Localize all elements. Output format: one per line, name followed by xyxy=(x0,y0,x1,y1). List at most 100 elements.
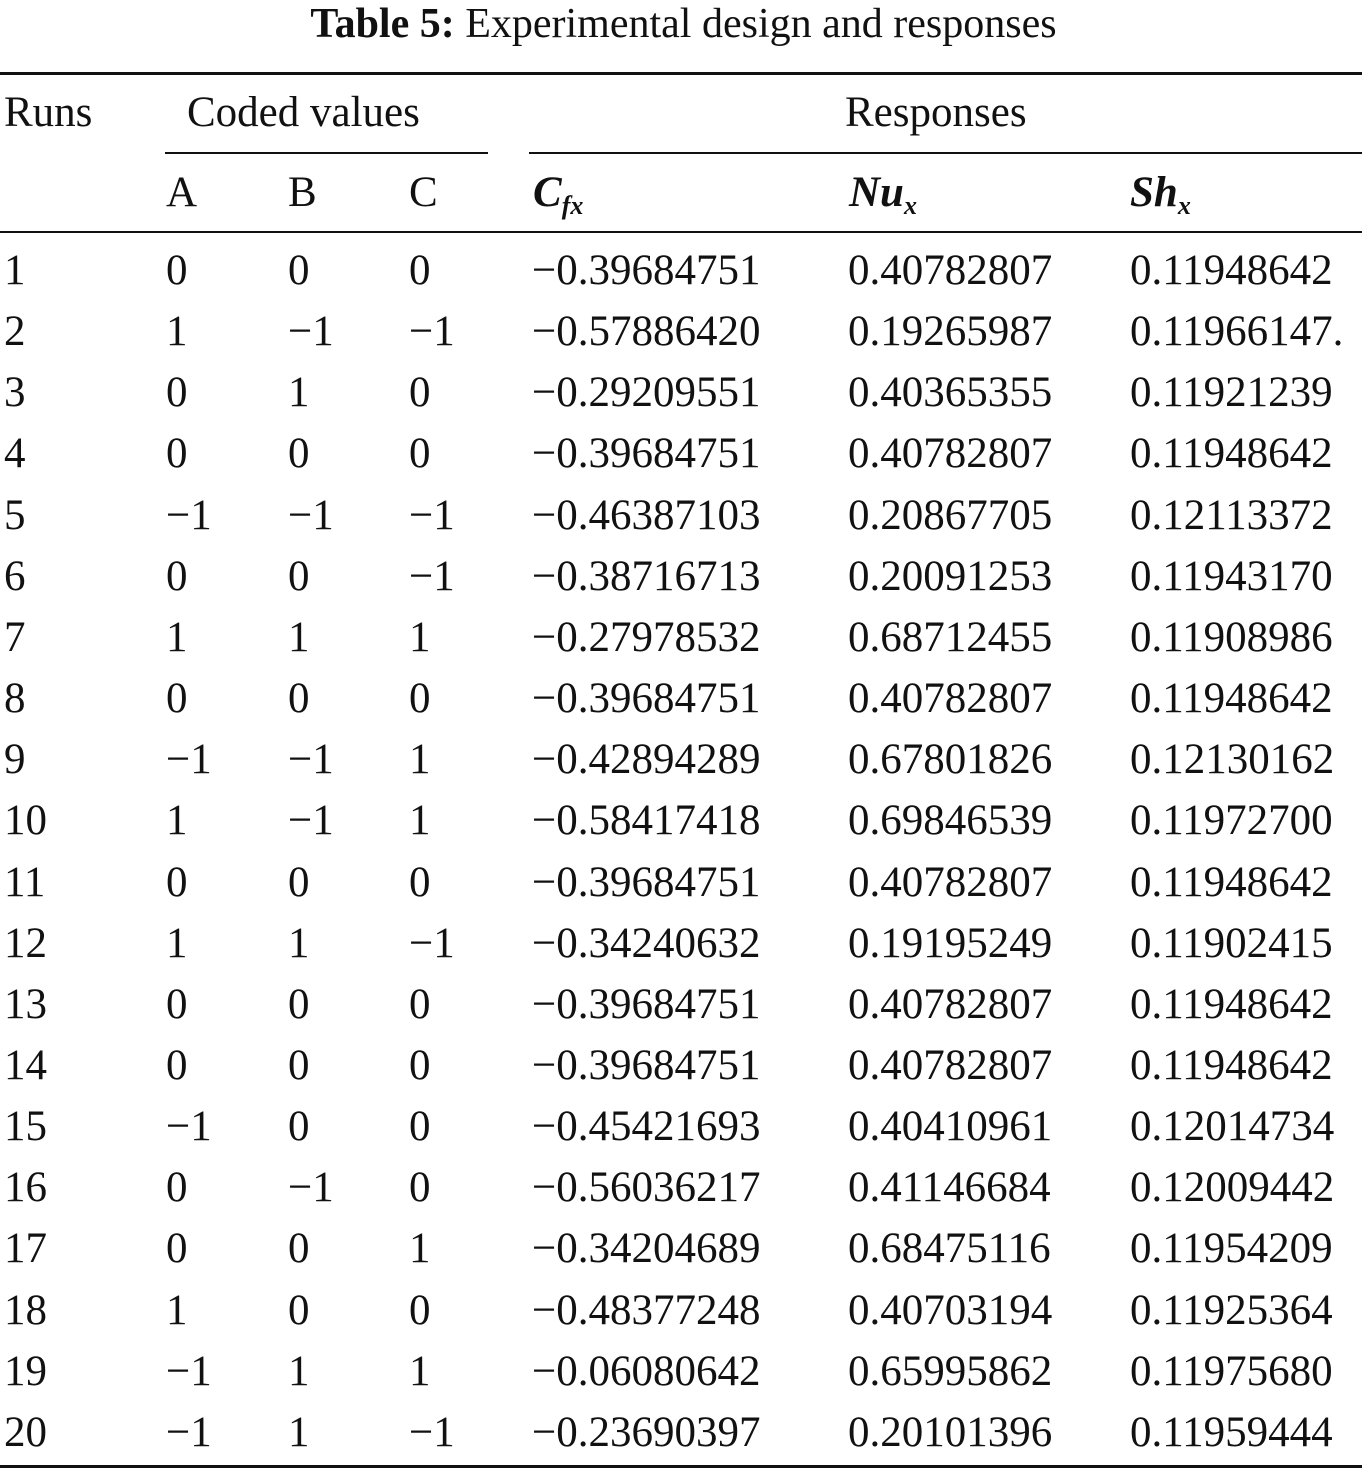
header-cfx-sub: fx xyxy=(561,191,584,220)
cell-a: 0 xyxy=(166,1042,188,1089)
cell-a: −1 xyxy=(166,1103,212,1150)
cell-c: 0 xyxy=(409,675,431,722)
cell-cfx: −0.56036217 xyxy=(532,1164,761,1211)
cell-run: 10 xyxy=(4,797,47,844)
cell-run: 12 xyxy=(4,920,47,967)
cell-cfx: −0.39684751 xyxy=(532,1042,761,1089)
cell-cfx: −0.39684751 xyxy=(532,981,761,1028)
cell-nux: 0.20867705 xyxy=(848,492,1053,539)
cell-nux: 0.69846539 xyxy=(848,797,1053,844)
cell-run: 3 xyxy=(4,369,26,416)
cell-cfx: −0.23690397 xyxy=(532,1409,761,1456)
cell-nux: 0.40782807 xyxy=(848,247,1053,294)
cell-a: 0 xyxy=(166,981,188,1028)
cell-cfx: −0.57886420 xyxy=(532,308,761,355)
header-cfx-main: C xyxy=(533,169,562,216)
cell-b: 0 xyxy=(288,675,310,722)
cell-cfx: −0.45421693 xyxy=(532,1103,761,1150)
cell-a: 1 xyxy=(166,920,188,967)
cell-run: 1 xyxy=(4,247,26,294)
cell-c: −1 xyxy=(409,492,455,539)
cell-b: −1 xyxy=(288,492,334,539)
cell-shx: 0.11948642 xyxy=(1130,675,1333,722)
cell-cfx: −0.48377248 xyxy=(532,1287,761,1334)
cell-c: 1 xyxy=(409,614,431,661)
cell-c: −1 xyxy=(409,1409,455,1456)
cell-nux: 0.40782807 xyxy=(848,675,1053,722)
cell-cfx: −0.27978532 xyxy=(532,614,761,661)
cell-b: 0 xyxy=(288,430,310,477)
cell-nux: 0.40703194 xyxy=(848,1287,1053,1334)
cell-b: 1 xyxy=(288,1409,310,1456)
cell-shx: 0.11948642 xyxy=(1130,1042,1333,1089)
cell-a: 0 xyxy=(166,430,188,477)
cell-a: −1 xyxy=(166,736,212,783)
cell-c: 0 xyxy=(409,1164,431,1211)
cell-b: 0 xyxy=(288,1287,310,1334)
cell-b: 0 xyxy=(288,1225,310,1272)
cell-shx: 0.11975680 xyxy=(1130,1348,1333,1395)
cell-shx: 0.11948642 xyxy=(1130,430,1333,477)
cell-c: 0 xyxy=(409,1103,431,1150)
table-caption: Table 5: Experimental design and respons… xyxy=(0,0,1367,52)
cell-run: 2 xyxy=(4,308,26,355)
cell-a: 1 xyxy=(166,614,188,661)
cell-shx: 0.11943170 xyxy=(1130,553,1333,600)
cell-c: 0 xyxy=(409,1042,431,1089)
header-shx-main: Sh xyxy=(1130,169,1178,216)
cell-a: −1 xyxy=(166,1409,212,1456)
cell-cfx: −0.34240632 xyxy=(532,920,761,967)
header-nux: Nux xyxy=(849,168,917,219)
cell-run: 11 xyxy=(4,859,46,906)
header-col-b: B xyxy=(288,169,317,216)
cell-a: 1 xyxy=(166,308,188,355)
cell-run: 15 xyxy=(4,1103,47,1150)
cell-c: 0 xyxy=(409,1287,431,1334)
cell-a: 0 xyxy=(166,1225,188,1272)
cell-shx: 0.11948642 xyxy=(1130,247,1333,294)
cell-nux: 0.68712455 xyxy=(848,614,1053,661)
cell-b: 0 xyxy=(288,247,310,294)
cell-run: 20 xyxy=(4,1409,47,1456)
cell-cfx: −0.06080642 xyxy=(532,1348,761,1395)
cell-c: 0 xyxy=(409,247,431,294)
responses-group-rule xyxy=(529,152,1362,154)
cell-shx: 0.11954209 xyxy=(1130,1225,1333,1272)
cell-cfx: −0.39684751 xyxy=(532,675,761,722)
cell-nux: 0.40410961 xyxy=(848,1103,1053,1150)
cell-b: −1 xyxy=(288,797,334,844)
cell-nux: 0.65995862 xyxy=(848,1348,1053,1395)
cell-b: 0 xyxy=(288,981,310,1028)
cell-cfx: −0.58417418 xyxy=(532,797,761,844)
header-cfx: Cfx xyxy=(533,168,584,220)
cell-shx: 0.12009442 xyxy=(1130,1164,1335,1211)
cell-nux: 0.40365355 xyxy=(848,369,1053,416)
cell-b: 1 xyxy=(288,920,310,967)
cell-a: 0 xyxy=(166,369,188,416)
cell-c: 1 xyxy=(409,1348,431,1395)
cell-run: 19 xyxy=(4,1348,47,1395)
cell-run: 13 xyxy=(4,981,47,1028)
cell-shx: 0.11948642 xyxy=(1130,981,1333,1028)
cell-nux: 0.68475116 xyxy=(848,1225,1051,1272)
cell-a: 0 xyxy=(166,553,188,600)
header-col-c: C xyxy=(409,169,438,216)
cell-a: 1 xyxy=(166,1287,188,1334)
cell-c: 0 xyxy=(409,981,431,1028)
cell-nux: 0.19265987 xyxy=(848,308,1053,355)
cell-shx: 0.11908986 xyxy=(1130,614,1333,661)
cell-a: 0 xyxy=(166,247,188,294)
cell-c: 1 xyxy=(409,1225,431,1272)
cell-nux: 0.67801826 xyxy=(848,736,1053,783)
header-col-a: A xyxy=(166,169,198,216)
cell-b: 1 xyxy=(288,369,310,416)
cell-a: 0 xyxy=(166,1164,188,1211)
cell-nux: 0.41146684 xyxy=(848,1164,1051,1211)
cell-run: 8 xyxy=(4,675,26,722)
cell-b: −1 xyxy=(288,308,334,355)
cell-nux: 0.20091253 xyxy=(848,553,1053,600)
cell-b: 1 xyxy=(288,1348,310,1395)
cell-run: 6 xyxy=(4,553,26,600)
cell-b: 0 xyxy=(288,1103,310,1150)
cell-shx: 0.11959444 xyxy=(1130,1409,1333,1456)
